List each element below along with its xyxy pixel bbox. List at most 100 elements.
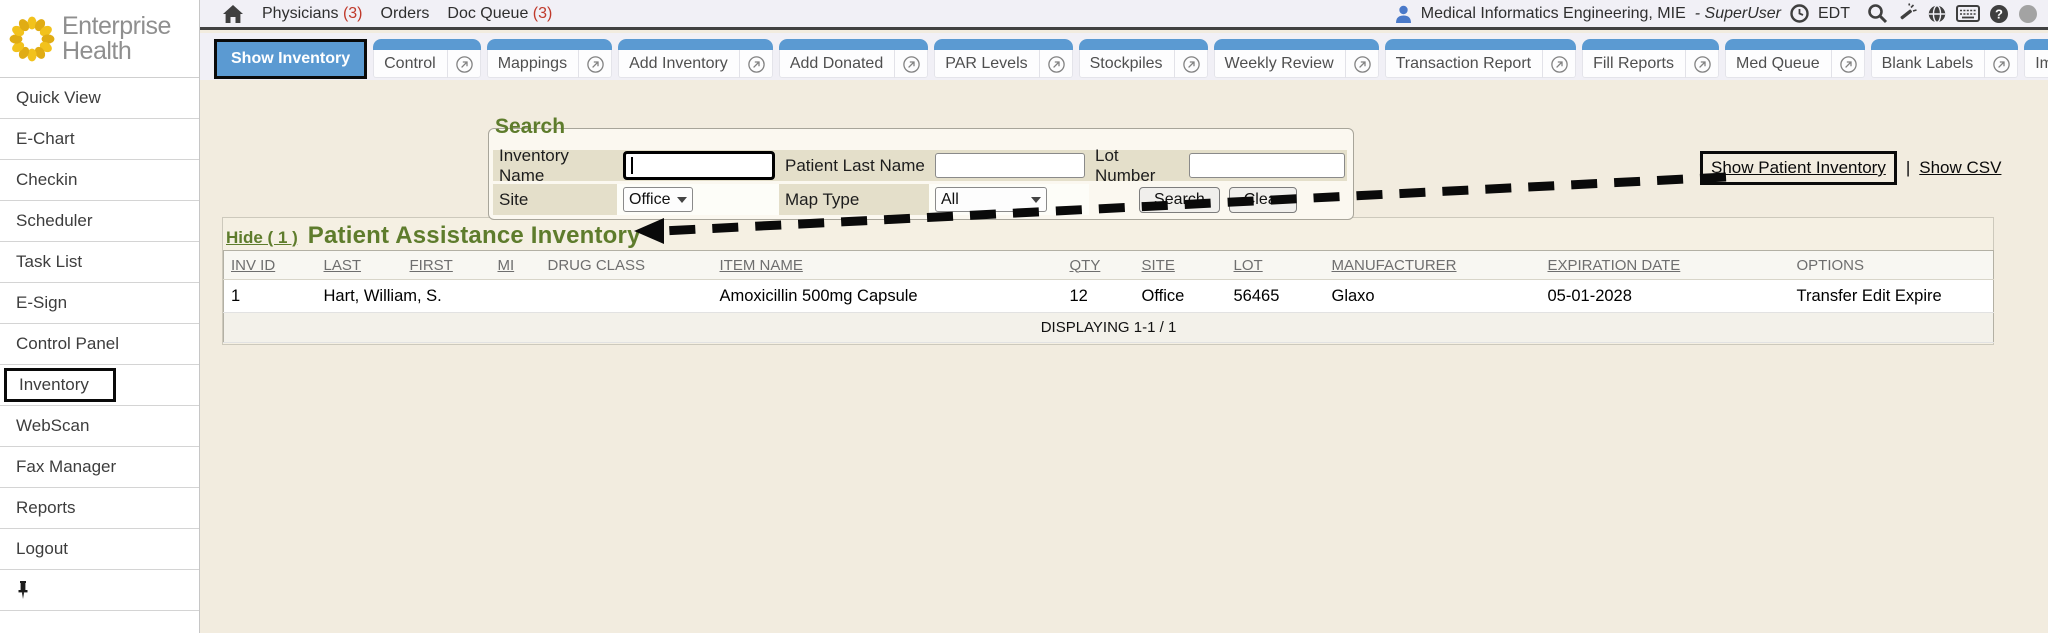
tab-add-donated[interactable]: Add Donated — [778, 39, 929, 78]
col-mi[interactable]: MI — [490, 250, 541, 280]
sidebar-item-reports[interactable]: Reports — [0, 488, 199, 529]
tab-mappings[interactable]: Mappings — [486, 39, 613, 78]
nav-orders[interactable]: Orders — [380, 4, 430, 22]
clear-button[interactable]: Clear — [1228, 186, 1297, 213]
external-link-icon[interactable] — [1038, 50, 1073, 78]
nav-physicians[interactable]: Physicians (3) — [262, 4, 363, 22]
inventory-tab-bar: Show Inventory Control Mappings Add Inve… — [200, 33, 2048, 80]
tab-strip — [618, 39, 773, 50]
search-fieldset: Search Inventory Name Patient Last Name … — [488, 115, 1354, 220]
keyboard-icon[interactable] — [1956, 5, 1980, 22]
tab-strip — [486, 39, 613, 50]
sidebar-item-inventory[interactable]: Inventory — [0, 365, 199, 406]
external-link-icon[interactable] — [578, 50, 612, 78]
sidebar-menu: Quick View E-Chart Checkin Scheduler Tas… — [0, 78, 199, 570]
home-icon[interactable] — [222, 4, 244, 24]
tab-import[interactable]: Import — [2024, 39, 2048, 78]
tab-med-queue[interactable]: Med Queue — [1725, 39, 1865, 78]
help-icon[interactable]: ? — [1989, 4, 2009, 24]
tab-show-inventory[interactable]: Show Inventory — [214, 39, 368, 79]
external-link-icon[interactable] — [1344, 50, 1379, 78]
cell-patient-name: Hart, William, S. — [316, 279, 541, 313]
tab-control[interactable]: Control — [373, 39, 481, 78]
external-link-icon[interactable] — [1173, 50, 1208, 78]
user-name[interactable]: Medical Informatics Engineering, MIE — [1420, 4, 1686, 22]
tab-blank-labels[interactable]: Blank Labels — [1870, 39, 2019, 78]
show-csv-link[interactable]: Show CSV — [1919, 158, 2002, 177]
doc-queue-count-badge: (3) — [532, 4, 553, 22]
col-qty[interactable]: QTY — [1062, 250, 1135, 280]
top-nav: Physicians (3) Orders Doc Queue (3) — [262, 5, 552, 23]
sidebar-item-task-list[interactable]: Task List — [0, 242, 199, 283]
sidebar-item-e-sign[interactable]: E-Sign — [0, 283, 199, 324]
tab-stockpiles[interactable]: Stockpiles — [1078, 39, 1208, 78]
patient-inventory-links: Show Patient Inventory | Show CSV — [1700, 151, 2001, 185]
tab-strip — [1582, 39, 1719, 50]
sidebar-item-logout[interactable]: Logout — [0, 529, 199, 570]
patient-last-name-input[interactable] — [935, 153, 1085, 178]
sidebar-item-webscan[interactable]: WebScan — [0, 406, 199, 447]
external-link-icon[interactable] — [446, 50, 481, 78]
sidebar-item-control-panel[interactable]: Control Panel — [0, 324, 199, 365]
cell-options[interactable]: Transfer Edit Expire — [1789, 279, 1994, 313]
focus-outline: Inventory — [4, 368, 116, 402]
search-legend: Search — [495, 115, 566, 138]
external-link-icon[interactable] — [894, 50, 928, 78]
globe-icon[interactable] — [1927, 4, 1947, 24]
top-bar-right-cluster: Medical Informatics Engineering, MIE - S… — [1395, 3, 2038, 24]
inventory-name-input[interactable] — [623, 151, 775, 180]
col-first[interactable]: FIRST — [402, 250, 491, 280]
col-last[interactable]: LAST — [316, 250, 403, 280]
show-patient-inventory-link[interactable]: Show Patient Inventory — [1700, 151, 1897, 185]
sidebar-item-checkin[interactable]: Checkin — [0, 160, 199, 201]
top-bar: Physicians (3) Orders Doc Queue (3) Medi… — [200, 0, 2048, 30]
sidebar-item-e-chart[interactable]: E-Chart — [0, 119, 199, 160]
hide-link[interactable]: Hide ( 1 ) — [226, 228, 298, 247]
tab-add-inventory[interactable]: Add Inventory — [618, 39, 773, 78]
map-type-select[interactable]: All — [935, 187, 1047, 212]
cell-site: Office — [1134, 279, 1227, 313]
user-icon — [1395, 5, 1412, 23]
col-inv-id[interactable]: INV ID — [223, 250, 317, 280]
sidebar-item-quick-view[interactable]: Quick View — [0, 78, 199, 119]
col-manufacturer[interactable]: MANUFACTURER — [1324, 250, 1541, 280]
tab-fill-reports[interactable]: Fill Reports — [1582, 39, 1719, 78]
external-link-icon[interactable] — [1542, 50, 1576, 78]
sidebar-pin-toggle[interactable] — [0, 570, 199, 611]
cell-lot: 56465 — [1226, 279, 1325, 313]
tab-par-levels[interactable]: PAR Levels — [934, 39, 1073, 78]
tab-strip — [1384, 39, 1577, 50]
sidebar-item-fax-manager[interactable]: Fax Manager — [0, 447, 199, 488]
nav-doc-queue[interactable]: Doc Queue (3) — [447, 4, 553, 22]
tab-strip — [1725, 39, 1865, 50]
col-site[interactable]: SITE — [1134, 250, 1227, 280]
left-column: Enterprise Health Quick View E-Chart Che… — [0, 0, 200, 633]
panel-title: Patient Assistance Inventory — [307, 222, 641, 249]
external-link-icon[interactable] — [738, 50, 773, 78]
sidebar-item-scheduler[interactable]: Scheduler — [0, 201, 199, 242]
tab-transaction-report[interactable]: Transaction Report — [1384, 39, 1577, 78]
pushpin-icon — [16, 580, 30, 600]
clock-icon[interactable] — [1790, 4, 1809, 23]
tab-strip — [934, 39, 1073, 50]
search-icon[interactable] — [1867, 3, 1888, 24]
col-expiration-date[interactable]: EXPIRATION DATE — [1540, 250, 1790, 280]
magic-wand-icon[interactable] — [1897, 3, 1918, 24]
tab-weekly-review[interactable]: Weekly Review — [1213, 39, 1379, 78]
site-select[interactable]: Office — [623, 187, 693, 212]
search-button[interactable]: Search — [1139, 186, 1220, 213]
col-item-name[interactable]: ITEM NAME — [712, 250, 1063, 280]
site-label: Site — [493, 184, 617, 215]
cell-qty: 12 — [1062, 279, 1135, 313]
external-link-icon[interactable] — [1984, 50, 2018, 78]
lot-number-input[interactable] — [1189, 153, 1345, 178]
logo-text-line2: Health — [62, 36, 132, 65]
cell-inv-id: 1 — [223, 279, 317, 313]
cell-drug-class — [540, 279, 713, 313]
external-link-icon[interactable] — [1685, 50, 1719, 78]
external-link-icon[interactable] — [1830, 50, 1865, 78]
col-lot[interactable]: LOT — [1226, 250, 1325, 280]
chevron-down-icon — [1031, 196, 1041, 203]
chevron-down-icon — [677, 196, 687, 203]
lot-number-label: Lot Number — [1089, 146, 1183, 185]
